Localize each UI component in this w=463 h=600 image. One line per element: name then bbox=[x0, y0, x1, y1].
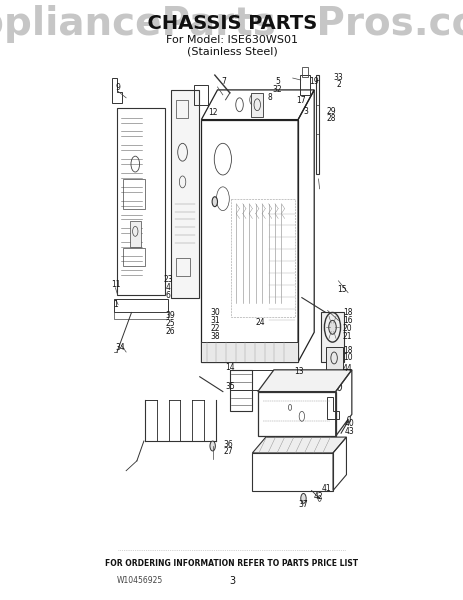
Text: 16: 16 bbox=[342, 316, 351, 325]
Text: 30: 30 bbox=[209, 308, 219, 317]
Text: 43: 43 bbox=[344, 427, 353, 436]
Text: 44: 44 bbox=[342, 364, 351, 373]
Bar bbox=[176, 100, 188, 118]
Text: 32: 32 bbox=[272, 85, 282, 94]
Circle shape bbox=[300, 493, 306, 503]
Text: 37: 37 bbox=[298, 500, 308, 509]
Text: 23: 23 bbox=[163, 275, 173, 284]
Text: 33: 33 bbox=[333, 73, 343, 82]
Polygon shape bbox=[257, 370, 351, 392]
Text: W10456925: W10456925 bbox=[117, 576, 163, 585]
Text: 40: 40 bbox=[344, 419, 353, 428]
Text: CHASSIS PARTS: CHASSIS PARTS bbox=[133, 14, 330, 33]
Text: 2: 2 bbox=[335, 80, 340, 89]
Circle shape bbox=[347, 416, 350, 422]
Text: For Model: ISE630WS01: For Model: ISE630WS01 bbox=[166, 35, 297, 46]
Polygon shape bbox=[130, 221, 140, 247]
Bar bbox=[113, 313, 167, 319]
Text: 34: 34 bbox=[116, 343, 125, 352]
Text: 25: 25 bbox=[166, 319, 175, 328]
Text: 21: 21 bbox=[342, 332, 351, 341]
Circle shape bbox=[328, 320, 336, 334]
Text: 41: 41 bbox=[320, 484, 330, 493]
Text: 35: 35 bbox=[225, 382, 234, 391]
Text: 13: 13 bbox=[294, 367, 303, 376]
Bar bbox=[176, 258, 189, 276]
Text: 15: 15 bbox=[337, 285, 346, 294]
Text: 1: 1 bbox=[113, 300, 118, 309]
Text: 26: 26 bbox=[166, 327, 175, 336]
Text: 27: 27 bbox=[223, 448, 232, 457]
Text: 20: 20 bbox=[342, 324, 351, 333]
Bar bbox=[123, 179, 144, 209]
Text: 7: 7 bbox=[220, 77, 225, 86]
Text: FOR ORDERING INFORMATION REFER TO PARTS PRICE LIST: FOR ORDERING INFORMATION REFER TO PARTS … bbox=[105, 559, 358, 568]
Text: 24: 24 bbox=[255, 318, 265, 327]
Text: ApplianceParts   Pros.com: ApplianceParts Pros.com bbox=[0, 5, 463, 43]
Polygon shape bbox=[251, 93, 263, 116]
Circle shape bbox=[336, 317, 339, 323]
Text: 12: 12 bbox=[207, 108, 217, 117]
Text: 28: 28 bbox=[326, 114, 335, 123]
Text: 6: 6 bbox=[165, 291, 170, 300]
Bar bbox=[113, 299, 167, 313]
Text: 19: 19 bbox=[308, 77, 318, 86]
Text: 3: 3 bbox=[303, 107, 308, 116]
Polygon shape bbox=[325, 347, 342, 370]
Text: 17: 17 bbox=[296, 96, 306, 105]
Text: 18: 18 bbox=[342, 308, 351, 317]
Bar bbox=[231, 199, 295, 317]
Bar bbox=[123, 248, 144, 266]
Text: 4: 4 bbox=[165, 283, 170, 292]
Text: 38: 38 bbox=[210, 332, 219, 341]
Circle shape bbox=[212, 197, 217, 206]
Polygon shape bbox=[170, 90, 198, 298]
Text: 9: 9 bbox=[115, 83, 120, 92]
Text: 11: 11 bbox=[111, 280, 120, 289]
Text: 5: 5 bbox=[275, 77, 280, 86]
Text: 29: 29 bbox=[326, 107, 336, 116]
Text: 39: 39 bbox=[165, 311, 175, 320]
Text: 22: 22 bbox=[210, 324, 219, 333]
Text: 10: 10 bbox=[342, 353, 351, 362]
Text: 3: 3 bbox=[228, 575, 235, 586]
Polygon shape bbox=[252, 437, 346, 453]
Polygon shape bbox=[320, 313, 343, 362]
Circle shape bbox=[210, 441, 215, 451]
Text: 36: 36 bbox=[223, 440, 232, 449]
Text: 31: 31 bbox=[210, 316, 219, 325]
Text: 8: 8 bbox=[267, 94, 272, 103]
Text: 14: 14 bbox=[225, 364, 234, 373]
Text: 42: 42 bbox=[313, 492, 323, 501]
Bar bbox=[201, 342, 297, 362]
Text: (Stainless Steel): (Stainless Steel) bbox=[186, 46, 277, 56]
Text: 18: 18 bbox=[342, 346, 351, 355]
